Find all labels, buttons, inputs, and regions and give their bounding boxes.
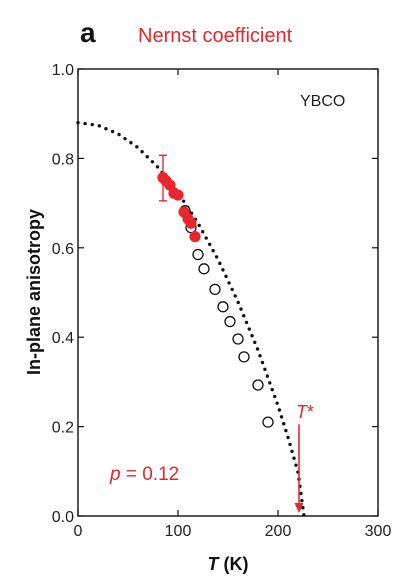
curve-dot (214, 255, 219, 259)
curve-dot (279, 415, 284, 419)
curve-dot (104, 126, 108, 131)
curve-dot (282, 422, 286, 426)
open-point (198, 263, 210, 275)
curve-dot (272, 394, 277, 399)
curve-dot (83, 121, 87, 126)
material-label: YBCO (300, 93, 345, 110)
axis-ticks: 0 100 200 300 0.0 0.2 0.4 0.6 0.8 1.0 (52, 62, 392, 540)
open-point (217, 301, 229, 313)
curve-dot (230, 287, 234, 292)
curve-dot (239, 307, 243, 311)
curve-dot (123, 136, 127, 141)
curve-dot (299, 491, 303, 496)
curve-dot (150, 160, 155, 164)
open-point (262, 416, 274, 428)
open-point (238, 351, 250, 363)
curve-dot (253, 340, 257, 345)
doping-symbol: p (109, 464, 121, 485)
curve-dot (129, 141, 133, 145)
curve-dot (76, 120, 80, 125)
x-axis-unit: (K) (219, 554, 249, 574)
curve-dot (244, 320, 249, 325)
red-filled-series (157, 172, 201, 243)
curve-dot (227, 281, 231, 285)
curve-dot (207, 242, 212, 247)
red-point (185, 217, 197, 229)
y-axis-title: In-plane anisotropy (24, 209, 44, 375)
curve-dot (211, 248, 215, 253)
curve-dot (255, 347, 260, 351)
tstar-suffix: * (307, 402, 314, 422)
y-tick-label: 0.4 (52, 330, 74, 347)
y-tick-label: 0.8 (52, 151, 74, 168)
curve-dot (90, 122, 94, 127)
curve-dot (294, 463, 298, 467)
curve-dot (270, 387, 274, 392)
curve-dot (258, 354, 262, 358)
curve-dot (290, 449, 294, 454)
curve-dot (286, 435, 290, 440)
y-tick-label: 0.2 (52, 420, 74, 437)
curve-dot (300, 498, 304, 503)
curve-dot (218, 261, 222, 266)
open-point (252, 379, 264, 391)
chart-title: Nernst coefficient (138, 25, 293, 47)
x-axis-title: T (K) (208, 554, 249, 574)
curve-dot (200, 230, 205, 234)
curve-dot (110, 129, 115, 134)
curve-dot (181, 199, 186, 203)
x-axis-symbol: T (208, 554, 221, 574)
panel-label: a (80, 17, 96, 48)
x-tick-label: 300 (365, 523, 392, 540)
curve-dot (224, 274, 228, 279)
curve-dot (117, 132, 121, 137)
y-tick-label: 0.0 (52, 509, 74, 526)
curve-dot (233, 294, 237, 298)
curve-dot (197, 223, 201, 228)
x-tick-label: 200 (265, 523, 292, 540)
open-point (232, 333, 244, 345)
open-point (209, 283, 221, 296)
x-tick-label: 100 (165, 523, 192, 540)
curve-dot (204, 236, 208, 240)
x-tick-label: 0 (74, 523, 83, 540)
curve-dot (284, 428, 288, 433)
curve-dot (242, 314, 246, 318)
curve-dot (292, 456, 296, 460)
curve-dot (155, 165, 160, 169)
curve-dot (145, 155, 149, 159)
tstar-arrow (294, 424, 304, 513)
doping-value: = 0.12 (121, 464, 180, 485)
curve-dot (275, 401, 279, 405)
tstar-symbol: T (296, 402, 309, 422)
dotted-curve (76, 120, 306, 517)
curve-dot (301, 506, 305, 510)
curve-dot (221, 268, 225, 272)
y-tick-label: 0.6 (52, 241, 74, 258)
arrow-head (294, 503, 304, 513)
open-point (224, 315, 236, 328)
curve-dot (302, 513, 306, 517)
curve-dot (140, 150, 144, 154)
curve-dot (135, 145, 139, 149)
curve-dot (97, 124, 102, 128)
curve-dot (247, 327, 251, 331)
curve-dot (260, 360, 265, 365)
curve-dot (288, 442, 292, 447)
curve-dot (263, 367, 267, 372)
curve-dot (236, 300, 240, 305)
curve-dot (268, 381, 272, 385)
doping-label: p = 0.12 (109, 464, 179, 485)
red-point (189, 231, 201, 243)
tstar-label: T* (296, 402, 314, 422)
curve-dot (250, 334, 254, 338)
y-tick-label: 1.0 (52, 62, 74, 79)
curve-dot (277, 408, 282, 412)
open-point (192, 248, 204, 261)
plot-frame (77, 68, 379, 517)
red-point (172, 189, 184, 201)
curve-dot (265, 374, 270, 378)
